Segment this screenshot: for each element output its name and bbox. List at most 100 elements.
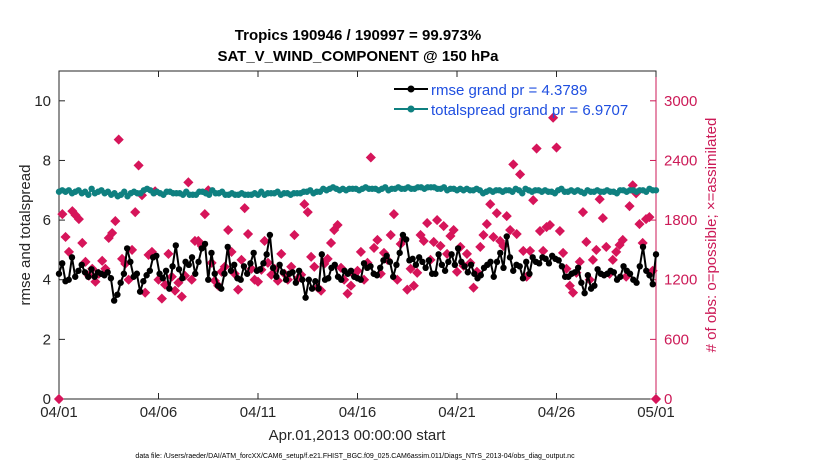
obs-point — [448, 224, 459, 236]
x-tick-label: 04/11 — [240, 404, 276, 421]
x-tick-label: 04/26 — [538, 404, 576, 421]
series-point — [114, 291, 121, 298]
series-point — [545, 260, 553, 267]
series-point — [490, 273, 497, 280]
series-point — [75, 267, 82, 274]
obs-point — [511, 228, 522, 240]
series-point — [192, 270, 199, 277]
obs-point — [306, 251, 317, 262]
obs-point — [183, 177, 194, 188]
obs-point — [418, 235, 429, 247]
obs-point — [110, 216, 121, 227]
series-point — [305, 276, 313, 283]
totalspread-series — [55, 184, 660, 200]
series-point — [536, 260, 543, 267]
series-point — [503, 233, 510, 240]
series-point — [412, 261, 420, 269]
series-point — [574, 264, 582, 271]
series-point — [519, 275, 527, 282]
left-tick-label: 8 — [43, 152, 51, 169]
series-point — [156, 270, 163, 277]
obs-point — [73, 214, 84, 225]
series-point — [487, 258, 494, 266]
obs-point — [544, 219, 555, 231]
obs-point — [432, 215, 443, 226]
series-point — [338, 276, 345, 283]
series-point — [289, 269, 296, 276]
series-point — [256, 266, 264, 273]
obs-point — [422, 218, 433, 229]
obs-point — [239, 203, 250, 214]
left-tick-label: 6 — [43, 212, 51, 229]
series-point — [591, 282, 598, 289]
x-tick-label: 05/01 — [637, 404, 675, 421]
obs-point — [508, 159, 519, 170]
series-point — [464, 269, 472, 276]
series-point — [159, 275, 167, 282]
series-point — [461, 263, 468, 270]
series-point — [107, 275, 115, 282]
series-point — [438, 261, 446, 269]
series-point — [117, 279, 124, 286]
obs-point — [60, 231, 71, 243]
obs-point — [564, 280, 575, 291]
obs-point — [587, 254, 598, 265]
obs-point — [368, 242, 380, 253]
series-point — [299, 276, 306, 283]
series-point — [373, 272, 381, 279]
obs-point — [501, 211, 512, 222]
x-axis-ticks: 04/01 04/06 04/11 04/16 04/21 04/26 05/01 — [40, 71, 675, 421]
right-tick-label: 0 — [664, 391, 672, 408]
obs-point — [309, 261, 320, 272]
series-point — [266, 231, 274, 239]
series-point — [422, 264, 429, 271]
series-point — [302, 294, 309, 301]
series-point — [516, 263, 523, 270]
series-point — [312, 278, 319, 285]
series-point — [282, 276, 290, 283]
obs-point — [322, 253, 333, 264]
obs-point — [515, 169, 526, 180]
series-point — [386, 258, 394, 266]
series-point — [88, 185, 95, 192]
obs-point — [611, 246, 622, 257]
obs-point — [233, 284, 244, 295]
obs-point — [405, 263, 416, 274]
obs-point — [488, 231, 499, 243]
series-point — [325, 275, 332, 282]
series-point — [331, 261, 338, 269]
obs-point — [130, 207, 141, 218]
series-point — [227, 267, 235, 274]
series-point — [273, 273, 280, 280]
series-point — [123, 245, 131, 252]
right-tick-label: 600 — [664, 331, 689, 348]
series-point — [425, 257, 433, 264]
x-axis-label: Apr.01,2013 00:00:00 start — [269, 427, 447, 444]
obs-point — [223, 224, 234, 236]
obs-point — [325, 237, 337, 249]
obs-point — [388, 209, 399, 220]
series-point — [357, 276, 364, 283]
obs-point — [438, 220, 449, 232]
obs-point — [528, 195, 539, 206]
obs-point — [385, 229, 396, 241]
series-point — [318, 251, 326, 258]
series-point — [445, 258, 452, 266]
series-point — [85, 191, 92, 198]
rmse-series — [55, 231, 660, 304]
series-point — [81, 269, 89, 276]
series-point — [432, 270, 439, 277]
series-point — [133, 270, 141, 277]
series-point — [399, 231, 407, 239]
series-point — [467, 261, 475, 269]
obs-point — [551, 142, 562, 153]
series-point — [652, 187, 660, 194]
series-point — [519, 190, 526, 197]
series-point — [571, 269, 579, 276]
series-point — [506, 254, 514, 261]
x-tick-label: 04/06 — [140, 404, 178, 421]
series-point — [441, 267, 449, 274]
series-point — [166, 285, 173, 292]
series-point — [65, 276, 72, 283]
obs-point — [199, 209, 210, 220]
